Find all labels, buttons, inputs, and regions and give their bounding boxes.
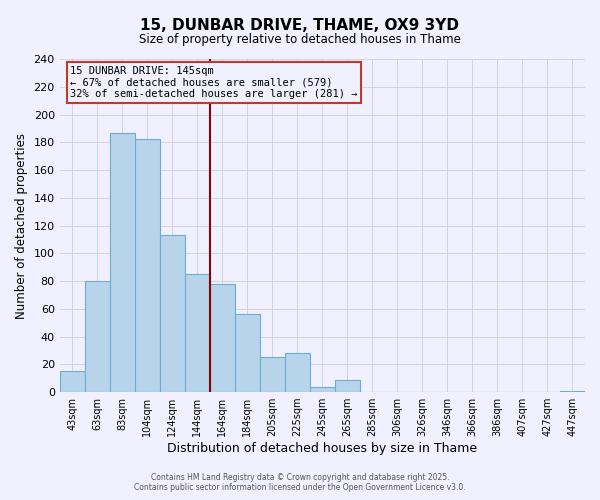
Text: 15 DUNBAR DRIVE: 145sqm
← 67% of detached houses are smaller (579)
32% of semi-d: 15 DUNBAR DRIVE: 145sqm ← 67% of detache…	[70, 66, 358, 99]
Bar	[260, 358, 285, 392]
Bar	[185, 274, 210, 392]
Bar	[135, 140, 160, 392]
Bar	[210, 284, 235, 392]
X-axis label: Distribution of detached houses by size in Thame: Distribution of detached houses by size …	[167, 442, 478, 455]
Bar	[285, 353, 310, 392]
Bar	[160, 236, 185, 392]
Text: 15, DUNBAR DRIVE, THAME, OX9 3YD: 15, DUNBAR DRIVE, THAME, OX9 3YD	[140, 18, 460, 32]
Bar	[560, 390, 585, 392]
Bar	[310, 386, 335, 392]
Bar	[235, 314, 260, 392]
Bar	[335, 380, 360, 392]
Bar	[110, 132, 135, 392]
Bar	[85, 281, 110, 392]
Y-axis label: Number of detached properties: Number of detached properties	[15, 132, 28, 318]
Text: Size of property relative to detached houses in Thame: Size of property relative to detached ho…	[139, 32, 461, 46]
Text: Contains HM Land Registry data © Crown copyright and database right 2025.
Contai: Contains HM Land Registry data © Crown c…	[134, 473, 466, 492]
Bar	[59, 372, 85, 392]
